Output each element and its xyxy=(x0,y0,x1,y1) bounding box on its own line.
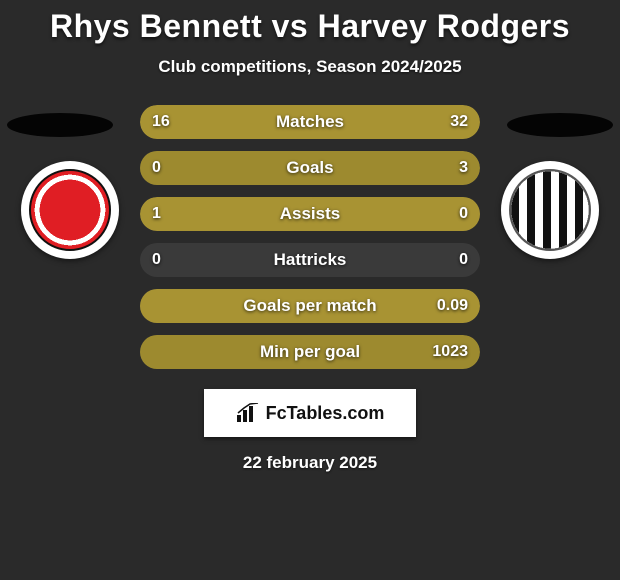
stat-value-right: 1023 xyxy=(432,335,468,369)
stat-bars: Matches1632Goals03Assists10Hattricks00Go… xyxy=(140,105,480,369)
stat-value-left: 0 xyxy=(152,243,161,277)
stat-value-left: 1 xyxy=(152,197,161,231)
page-title: Rhys Bennett vs Harvey Rodgers xyxy=(0,0,620,45)
club-crest-right xyxy=(501,161,599,259)
stat-label: Min per goal xyxy=(140,335,480,369)
date-label: 22 february 2025 xyxy=(0,453,620,473)
stat-label: Goals xyxy=(140,151,480,185)
stat-row: Matches16 32 xyxy=(140,105,480,139)
stat-label: Assists xyxy=(140,197,480,231)
crest-shadow-right xyxy=(507,113,613,137)
stat-row: Goals per match0.09 xyxy=(140,289,480,323)
stat-label: Hattricks xyxy=(140,243,480,277)
stat-row: Hattricks0 0 xyxy=(140,243,480,277)
stat-label: Matches xyxy=(140,105,480,139)
stat-value-right: 0 xyxy=(459,197,468,231)
brand-badge: FcTables.com xyxy=(204,389,416,437)
comparison-panel: Matches1632Goals03Assists10Hattricks00Go… xyxy=(0,105,620,473)
stat-value-right: 3 xyxy=(459,151,468,185)
club-crest-left xyxy=(21,161,119,259)
stat-row: Goals0 3 xyxy=(140,151,480,185)
brand-text: FcTables.com xyxy=(266,403,385,424)
stat-value-right: 32 xyxy=(450,105,468,139)
stat-row: Assists1 0 xyxy=(140,197,480,231)
club-crest-right-graphic xyxy=(509,169,591,251)
stat-value-left: 0 xyxy=(152,151,161,185)
brand-chart-icon xyxy=(236,403,260,423)
stat-value-right: 0 xyxy=(459,243,468,277)
page-subtitle: Club competitions, Season 2024/2025 xyxy=(0,57,620,77)
stat-value-right: 0.09 xyxy=(437,289,468,323)
stat-label: Goals per match xyxy=(140,289,480,323)
stat-value-left: 16 xyxy=(152,105,170,139)
stat-row: Min per goal1023 xyxy=(140,335,480,369)
crest-shadow-left xyxy=(7,113,113,137)
club-crest-left-graphic xyxy=(29,169,111,251)
